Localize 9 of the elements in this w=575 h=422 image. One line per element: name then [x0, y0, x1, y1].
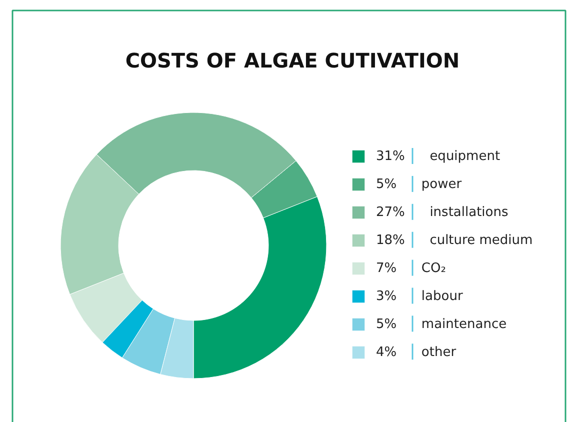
legend-label: 7% CO₂ — [376, 260, 446, 276]
legend-label: 27% installations — [376, 204, 508, 220]
legend-label: 4% other — [376, 344, 456, 360]
legend-label: 5% maintenance — [376, 316, 507, 332]
legend-label: 18% culture medium — [376, 232, 533, 248]
legend-label: 3% labour — [376, 288, 463, 304]
legend-label: 31% equipment — [376, 148, 500, 164]
legend-label: 5% power — [376, 176, 462, 192]
chart-title: COSTS OF ALGAE CUTIVATION — [125, 48, 460, 72]
